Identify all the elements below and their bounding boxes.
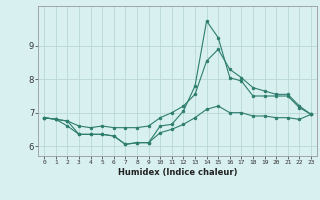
- X-axis label: Humidex (Indice chaleur): Humidex (Indice chaleur): [118, 168, 237, 177]
